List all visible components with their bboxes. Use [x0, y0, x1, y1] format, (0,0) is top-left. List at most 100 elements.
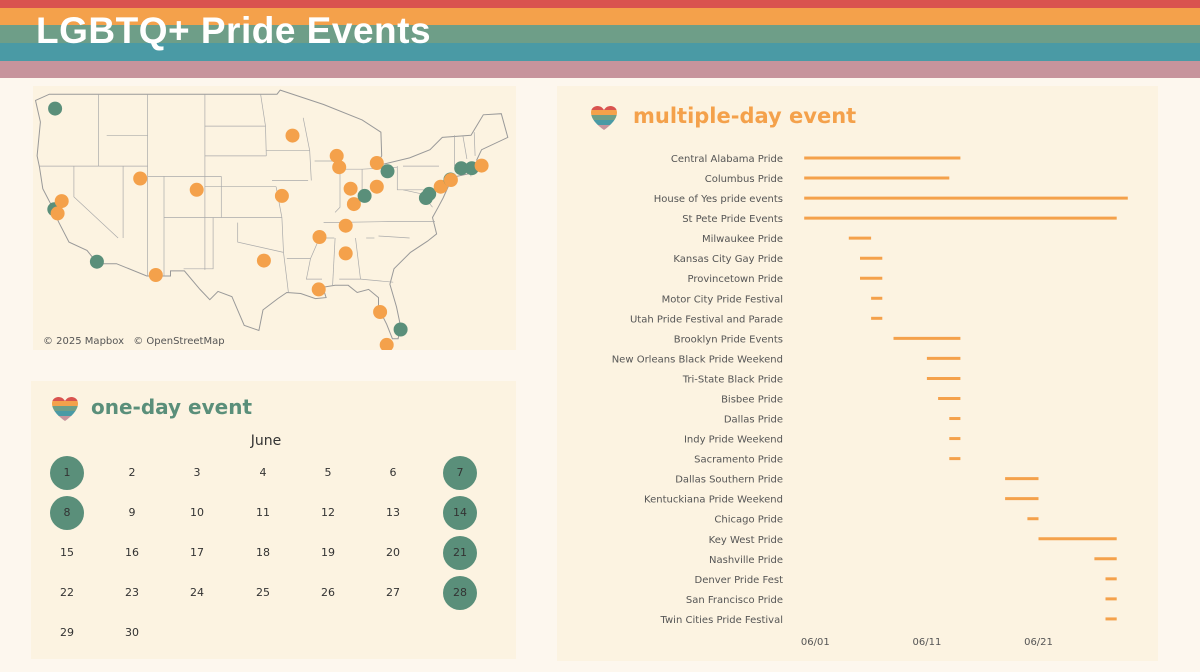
state-border [73, 166, 119, 239]
gantt-title: multiple-day event [633, 104, 857, 128]
calendar-day[interactable]: 17 [190, 546, 204, 559]
gantt-row-label: Kentuckiana Pride Weekend [644, 495, 783, 506]
calendar-day-highlighted[interactable]: 8 [50, 496, 84, 530]
map-points [47, 101, 489, 350]
state-border [378, 235, 410, 239]
gantt-x-tick: 06/01 [801, 637, 830, 648]
map-point-multi-day[interactable] [338, 218, 353, 233]
calendar-day[interactable]: 16 [125, 546, 139, 559]
map-point-multi-day[interactable] [369, 156, 384, 170]
gantt-row-label: Sacramento Pride [694, 455, 783, 466]
calendar-day[interactable]: 18 [256, 546, 270, 559]
state-border [332, 237, 336, 286]
gantt-x-tick: 06/21 [1024, 637, 1053, 648]
gantt-row-label: Twin Cities Pride Festival [660, 615, 783, 626]
map-point-multi-day[interactable] [148, 268, 163, 282]
map-point-multi-day[interactable] [311, 282, 326, 297]
map-point-multi-day[interactable] [433, 179, 448, 194]
map-point-multi-day[interactable] [346, 197, 361, 212]
calendar-day[interactable]: 24 [190, 586, 204, 599]
header-stripe [0, 61, 1200, 78]
rainbow-heart-icon [591, 106, 617, 130]
calendar-day[interactable]: 5 [324, 466, 332, 479]
map-point-multi-day[interactable] [332, 160, 347, 175]
gantt-row-label: Motor City Pride Festival [662, 294, 783, 305]
map-point-one-day[interactable] [380, 164, 395, 179]
map-point-multi-day[interactable] [443, 173, 458, 187]
calendar-day[interactable]: 29 [60, 626, 74, 639]
calendar-day-highlighted[interactable]: 28 [443, 576, 477, 610]
gantt-row-label: Denver Pride Fest [695, 575, 784, 586]
map-point-multi-day[interactable] [343, 181, 358, 196]
map-point-one-day[interactable] [393, 322, 408, 337]
state-border [183, 217, 214, 270]
calendar-day[interactable]: 9 [128, 506, 136, 519]
map-point-multi-day[interactable] [369, 179, 384, 194]
calendar-day-highlighted[interactable]: 1 [50, 456, 84, 490]
calendar-day[interactable]: 20 [386, 546, 400, 559]
us-map[interactable] [33, 86, 516, 350]
calendar-day[interactable]: 27 [386, 586, 400, 599]
state-border [237, 222, 284, 253]
osm-attribution[interactable]: © OpenStreetMap [133, 336, 225, 347]
calendar-day[interactable]: 12 [321, 506, 335, 519]
header-stripe [0, 25, 1200, 43]
calendar-day[interactable]: 22 [60, 586, 74, 599]
calendar-day-highlighted[interactable]: 14 [443, 496, 477, 530]
calendar-day[interactable]: 19 [321, 546, 335, 559]
page-title: LGBTQ+ Pride Events [36, 10, 432, 51]
state-border [334, 169, 341, 213]
calendar-day[interactable]: 15 [60, 546, 74, 559]
map-point-multi-day[interactable] [54, 194, 69, 209]
calendar-day[interactable]: 13 [386, 506, 400, 519]
gantt-row-label: Kansas City Gay Pride [673, 254, 783, 265]
calendar-day[interactable]: 10 [190, 506, 204, 519]
gantt-row-label: Indy Pride Weekend [684, 435, 783, 446]
map-point-multi-day[interactable] [256, 253, 271, 268]
gantt-chart[interactable]: Central Alabama Pride Columbus Pride House… [557, 86, 1158, 661]
map-point-one-day[interactable] [357, 188, 372, 203]
map-point-multi-day[interactable] [189, 182, 204, 197]
map-point-one-day[interactable] [48, 101, 63, 116]
map-point-multi-day[interactable] [379, 337, 394, 350]
map-point-one-day[interactable] [422, 186, 437, 201]
header-stripe [0, 8, 1200, 25]
map-point-multi-day[interactable] [329, 148, 344, 163]
state-border [260, 94, 267, 156]
gantt-row-label: Milwaukee Pride [702, 234, 783, 245]
map-point-multi-day[interactable] [274, 188, 289, 203]
calendar-day[interactable]: 3 [193, 466, 201, 479]
calendar-day[interactable]: 2 [128, 466, 136, 479]
map-attribution[interactable]: © 2025 Mapbox © OpenStreetMap [43, 336, 231, 347]
calendar-day-highlighted[interactable]: 7 [443, 456, 477, 490]
map-point-multi-day[interactable] [338, 246, 353, 261]
map-point-multi-day[interactable] [474, 158, 489, 173]
state-border [473, 132, 476, 156]
rainbow-heart-icon [52, 397, 78, 421]
gantt-row-label: Tri-State Black Pride [682, 374, 783, 385]
map-point-multi-day[interactable] [373, 305, 388, 319]
map-point-one-day[interactable] [454, 161, 469, 176]
calendar-day[interactable]: 6 [389, 466, 397, 479]
mapbox-attribution[interactable]: © 2025 Mapbox [43, 336, 124, 347]
gantt-row-label: Dallas Pride [724, 415, 783, 426]
calendar-day[interactable]: 4 [259, 466, 267, 479]
calendar-day[interactable]: 11 [256, 506, 270, 519]
state-border [302, 117, 312, 181]
calendar-day[interactable]: 25 [256, 586, 270, 599]
map-panel[interactable]: © 2025 Mapbox © OpenStreetMap [33, 86, 516, 350]
calendar-day[interactable]: 30 [125, 626, 139, 639]
map-point-multi-day[interactable] [312, 230, 327, 244]
gantt-x-tick: 06/11 [912, 637, 941, 648]
calendar-day-highlighted[interactable]: 21 [443, 536, 477, 570]
map-point-multi-day[interactable] [50, 206, 65, 221]
state-border [360, 278, 394, 283]
calendar-day[interactable]: 23 [125, 586, 139, 599]
map-point-multi-day[interactable] [285, 128, 300, 143]
gantt-row-label: Utah Pride Festival and Parade [630, 314, 783, 325]
gantt-row-label: Brooklyn Pride Events [674, 334, 783, 345]
map-point-multi-day[interactable] [133, 171, 148, 186]
calendar-day[interactable]: 26 [321, 586, 335, 599]
map-point-one-day[interactable] [89, 254, 104, 269]
state-border [323, 221, 388, 223]
